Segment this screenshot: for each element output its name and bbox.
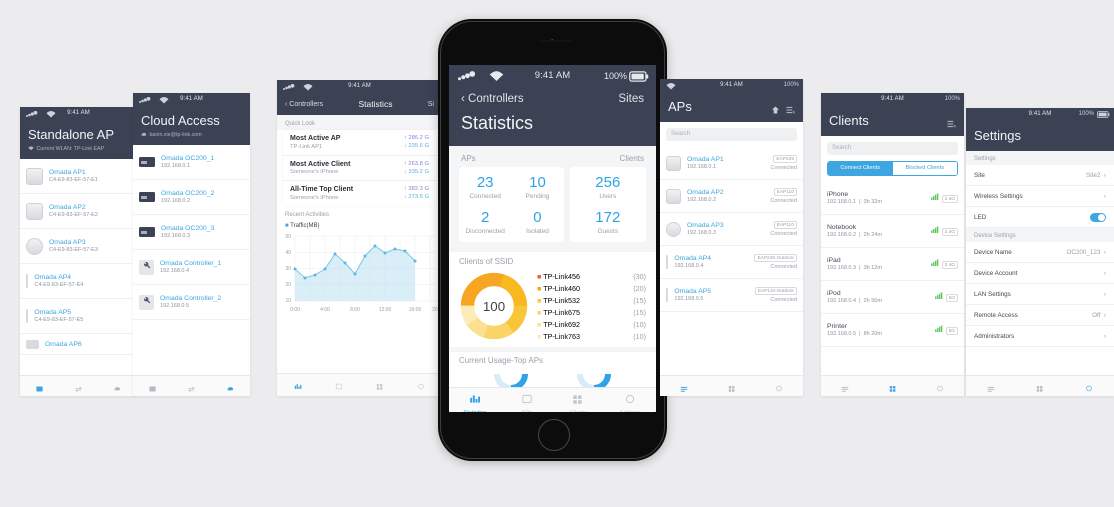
svg-text:10: 10	[285, 298, 291, 304]
svg-text:20: 20	[285, 282, 291, 288]
svg-text:8:00: 8:00	[350, 307, 360, 313]
svg-text:100: 100	[483, 299, 505, 314]
svg-text:30: 30	[285, 266, 291, 272]
svg-text:4:00: 4:00	[320, 307, 330, 313]
svg-text:0:00: 0:00	[290, 307, 300, 313]
svg-text:12:00: 12:00	[379, 307, 392, 313]
svg-text:16:00: 16:00	[409, 307, 422, 313]
svg-text:60: 60	[285, 234, 291, 240]
svg-text:40: 40	[285, 250, 291, 256]
